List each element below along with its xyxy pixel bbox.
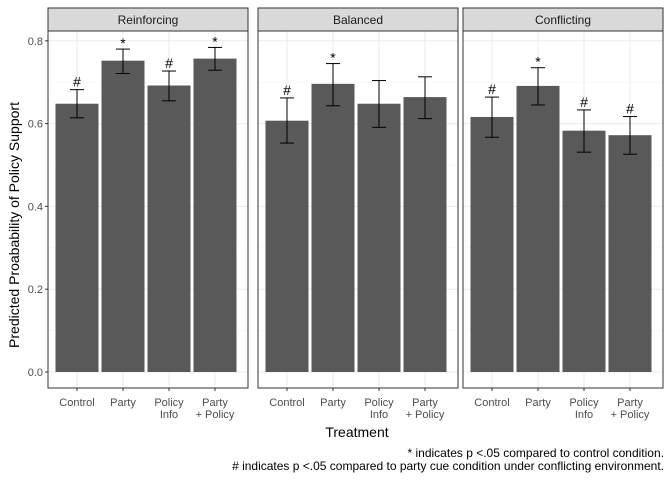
significance-mark: # (488, 81, 496, 97)
panel-border (257, 30, 459, 389)
significance-mark: # (283, 82, 291, 98)
x-tick-label-line: Control (269, 397, 304, 409)
x-tick-label: Control (269, 397, 304, 409)
significance-mark: # (73, 74, 81, 90)
facet-title: Balanced (333, 13, 383, 27)
bar (55, 103, 99, 372)
caption-note-asterisk: * indicates p <.05 compared to control c… (408, 446, 665, 460)
facet-panel: Conflicting # Control * Party # Policy Info # Par… (462, 7, 664, 421)
x-tick-label: Policy Info (364, 397, 394, 421)
bar (403, 97, 447, 372)
x-tick-label-line: Party (617, 397, 643, 409)
x-tick-label: Party (525, 397, 551, 409)
y-axis-title: Predicted Proabability of Policy Support (6, 102, 22, 348)
significance-mark: # (626, 101, 634, 117)
x-tick-label: Party (320, 397, 346, 409)
facet-title: Conflicting (535, 13, 591, 27)
bar (193, 58, 237, 373)
bar (265, 120, 309, 373)
x-tick-label: Policy Info (569, 397, 599, 421)
x-tick-label-line: Party (320, 397, 346, 409)
x-tick-label-line: Policy (154, 397, 184, 409)
facet-title: Reinforcing (118, 13, 179, 27)
x-tick-label: Party + Policy (196, 397, 235, 421)
x-tick-label-line: + Policy (196, 409, 235, 421)
x-tick-label-line: Party (202, 397, 228, 409)
x-tick-label: Control (59, 397, 94, 409)
y-tick-label: 0.4 (28, 201, 43, 213)
bar (608, 135, 652, 372)
x-tick-label-line: Info (370, 409, 388, 421)
bar (101, 60, 145, 373)
x-tick-label: Policy Info (154, 397, 184, 421)
x-tick-label-line: + Policy (406, 409, 445, 421)
x-tick-label-line: Party (412, 397, 438, 409)
x-tick-label-line: Info (575, 409, 593, 421)
significance-mark: # (580, 94, 588, 110)
bar (516, 85, 560, 373)
panel-border (47, 30, 249, 389)
bar (147, 85, 191, 373)
significance-mark: * (120, 35, 126, 51)
x-tick-label-line: Control (474, 397, 509, 409)
bar (562, 130, 606, 372)
panel-border (462, 30, 664, 389)
x-tick-label-line: Control (59, 397, 94, 409)
y-tick-label: 0.6 (28, 119, 43, 131)
significance-mark: * (330, 50, 336, 66)
x-tick-label-line: Policy (364, 397, 394, 409)
significance-mark: * (535, 54, 541, 70)
y-tick-label: 0.2 (28, 284, 43, 296)
x-axis-title: Treatment (325, 424, 388, 440)
x-tick-label-line: Info (160, 409, 178, 421)
y-tick-label: 0.8 (28, 36, 43, 48)
x-tick-label-line: Party (110, 397, 136, 409)
caption-note-hash: # indicates p <.05 compared to party cue… (232, 459, 664, 473)
significance-mark: # (165, 55, 173, 71)
bar (470, 116, 514, 372)
y-axis: 0.0 0.2 0.4 0.6 0.8 (28, 36, 48, 379)
x-tick-label: Control (474, 397, 509, 409)
significance-mark: * (212, 33, 218, 49)
y-tick-label: 0.0 (28, 367, 43, 379)
x-tick-label: Party (110, 397, 136, 409)
x-tick-label: Party + Policy (611, 397, 650, 421)
facet-panel: Reinforcing # Control * Party # Policy Info * Par… (47, 7, 249, 421)
x-tick-label-line: Policy (569, 397, 599, 409)
facet-panels: Reinforcing#Control*Party#Policy Info*Par… (47, 7, 664, 421)
x-tick-label-line: Party (525, 397, 551, 409)
x-tick-label-line: + Policy (611, 409, 650, 421)
x-tick-label: Party + Policy (406, 397, 445, 421)
bar (311, 83, 355, 372)
bar (357, 103, 401, 372)
